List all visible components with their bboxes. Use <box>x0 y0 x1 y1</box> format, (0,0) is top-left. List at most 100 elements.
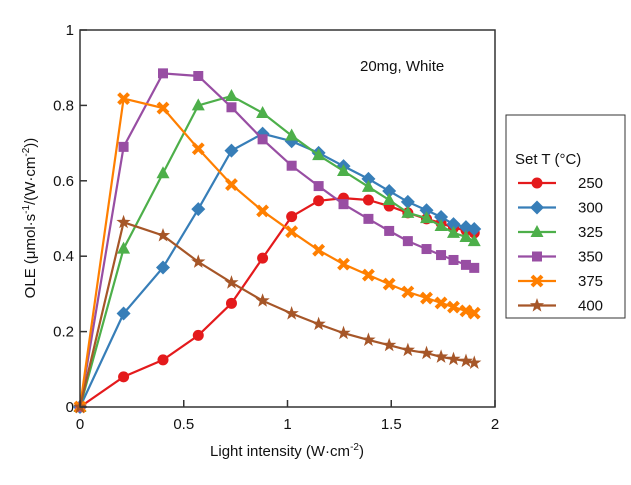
legend-label: 300 <box>578 200 603 217</box>
data-point-300 <box>419 203 434 218</box>
data-point-325 <box>361 179 375 192</box>
data-point-325 <box>459 229 473 242</box>
data-point-375 <box>256 204 270 218</box>
data-point-350 <box>384 225 395 236</box>
data-point-325 <box>401 205 415 218</box>
y-tick-label: 0.6 <box>53 173 74 190</box>
data-point-350 <box>421 244 432 255</box>
data-point-375 <box>401 285 415 299</box>
x-axis-label: Light intensity (W·cm-2) <box>210 442 364 460</box>
series-line-375 <box>78 97 475 408</box>
data-point-375 <box>337 257 350 271</box>
annotation: 20mg, White <box>360 58 444 75</box>
y-tick-label: 0.8 <box>53 97 74 114</box>
data-point-350 <box>193 70 204 81</box>
data-point-300 <box>434 209 449 224</box>
data-point-400 <box>155 228 171 242</box>
data-point-300 <box>446 217 461 232</box>
data-point-300 <box>400 194 415 209</box>
data-point-375 <box>420 291 433 305</box>
y-tick-label: 1 <box>66 22 74 39</box>
data-point-375 <box>117 92 130 106</box>
data-point-325 <box>467 234 481 247</box>
series-line-250 <box>79 196 475 408</box>
data-point-325 <box>117 241 131 254</box>
legend-item: 350 <box>518 249 603 266</box>
data-point-300 <box>224 143 239 158</box>
data-point-325 <box>434 219 448 232</box>
axis-ticks: 0 0.5 1 1.5 2 0 0.2 0.4 0.6 0.8 1 <box>53 22 499 433</box>
data-point-300 <box>116 306 131 321</box>
series-line-400 <box>78 220 475 408</box>
legend: Set T (°C) 250 300 325 350 375 400 <box>505 114 626 319</box>
data-point-400 <box>255 293 270 307</box>
legend-items: 250 300 325 350 375 400 <box>518 175 603 315</box>
data-point-250 <box>157 354 169 366</box>
legend-label: 375 <box>578 273 603 290</box>
data-point-350 <box>448 254 459 265</box>
data-point-350 <box>257 134 268 145</box>
data-point-325 <box>256 105 270 118</box>
data-point-400 <box>361 332 376 346</box>
data-point-300 <box>361 171 376 186</box>
data-point-350 <box>436 250 447 261</box>
data-point-400 <box>224 275 239 289</box>
data-point-350 <box>118 141 129 152</box>
data-point-250 <box>313 195 325 207</box>
legend-item: 400 <box>518 298 603 315</box>
series-400 <box>72 214 482 414</box>
data-point-375 <box>225 178 238 191</box>
data-point-400 <box>382 337 397 352</box>
legend-box <box>505 114 626 319</box>
data-point-300 <box>382 183 397 198</box>
data-point-375 <box>312 243 326 257</box>
y-tick-label: 0.2 <box>53 324 74 341</box>
data-point-250 <box>118 371 130 383</box>
data-point-350 <box>338 199 349 210</box>
legend-marker <box>530 274 544 288</box>
series-line-300 <box>79 132 475 408</box>
data-point-375 <box>382 277 396 291</box>
y-tick-label: 0.4 <box>53 248 74 265</box>
data-point-325 <box>156 166 170 179</box>
data-point-375 <box>156 101 170 115</box>
data-point-325 <box>191 98 205 111</box>
data-point-325 <box>447 225 460 238</box>
x-tick-label: 1 <box>283 416 291 433</box>
data-point-400 <box>400 342 415 357</box>
legend-item: 375 <box>518 273 603 290</box>
data-point-400 <box>311 316 326 331</box>
data-point-400 <box>446 351 461 366</box>
series-layer <box>72 68 482 414</box>
data-point-250 <box>286 211 298 223</box>
data-point-375 <box>459 304 473 318</box>
data-point-350 <box>363 213 374 224</box>
legend-label: 250 <box>578 175 603 192</box>
series-300 <box>73 126 482 414</box>
data-point-250 <box>257 252 269 264</box>
data-point-400 <box>467 355 482 369</box>
data-point-400 <box>116 214 131 229</box>
data-point-350 <box>460 259 471 270</box>
data-point-375 <box>434 296 448 310</box>
legend-label: 325 <box>578 224 603 241</box>
data-point-400 <box>433 349 449 363</box>
x-tick-label: 2 <box>491 416 499 433</box>
legend-title: Set T (°C) <box>515 151 581 168</box>
legend-marker <box>530 200 544 215</box>
legend-marker <box>532 251 542 262</box>
data-point-400 <box>336 325 351 340</box>
data-point-300 <box>467 222 482 237</box>
legend-marker <box>529 298 545 312</box>
data-point-325 <box>312 148 326 161</box>
legend-label: 400 <box>578 298 603 315</box>
data-point-325 <box>337 163 351 176</box>
legend-item: 325 <box>518 224 603 241</box>
x-tick-label: 1.5 <box>381 416 402 433</box>
data-point-350 <box>402 236 413 247</box>
x-tick-label: 0 <box>76 416 84 433</box>
data-point-325 <box>224 88 238 101</box>
series-375 <box>73 92 481 414</box>
data-point-400 <box>419 345 434 360</box>
